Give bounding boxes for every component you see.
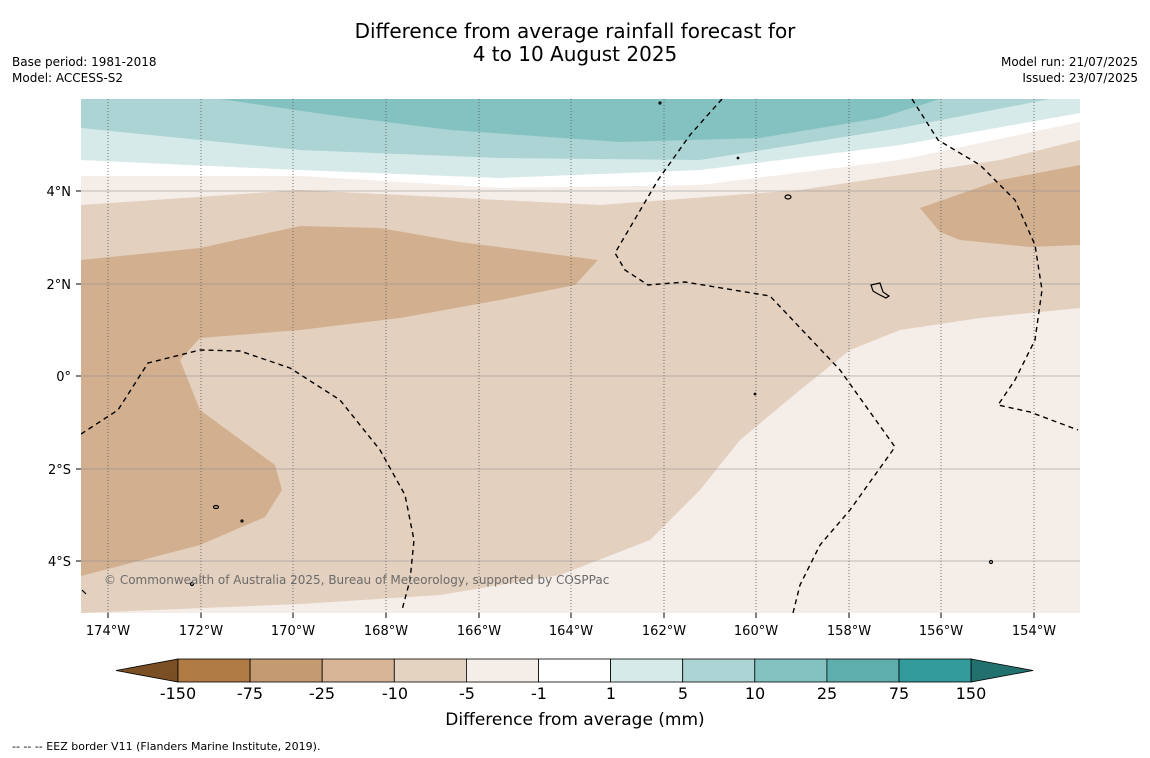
colorbar xyxy=(115,658,1034,683)
base-period-text: Base period: 1981-2018 xyxy=(12,55,157,69)
lat-label: 4°S xyxy=(48,555,71,570)
colorbar-label: -25 xyxy=(308,684,336,703)
lat-label: 4°N xyxy=(47,185,72,200)
colorbar-swatch xyxy=(465,658,539,683)
copyright-text: © Commonwealth of Australia 2025, Bureau… xyxy=(104,573,609,587)
island-icon xyxy=(212,504,220,510)
colorbar-extend-max xyxy=(970,658,1034,683)
map-area: © Commonwealth of Australia 2025, Bureau… xyxy=(81,99,1080,613)
eez-borders xyxy=(81,99,1079,613)
lon-label: 160°W xyxy=(734,624,778,639)
eez-border-east xyxy=(911,99,1079,431)
latitude-labels: 4°N 2°N 0° 2°S 4°S xyxy=(47,185,72,570)
colorbar-label: -1 xyxy=(531,684,547,703)
colorbar-swatch xyxy=(249,658,323,683)
lon-label: 172°W xyxy=(179,624,223,639)
island-icon xyxy=(753,392,757,396)
eez-footnote: -- -- -- EEZ border V11 (Flanders Marine… xyxy=(12,740,321,753)
island-icon xyxy=(81,589,87,595)
colorbar-swatch xyxy=(826,658,900,683)
lon-label: 162°W xyxy=(642,624,686,639)
colorbar-label: -5 xyxy=(459,684,475,703)
colorbar-swatch xyxy=(682,658,756,683)
meta-left: Base period: 1981-2018 Model: ACCESS-S2 xyxy=(12,54,157,86)
colorbar-label: -75 xyxy=(236,684,264,703)
lat-label: 2°S xyxy=(48,463,71,478)
colorbar-swatch xyxy=(610,658,684,683)
anomaly-wet-strong-band xyxy=(220,99,940,142)
lon-label: 158°W xyxy=(827,624,871,639)
colorbar-label: 5 xyxy=(677,684,689,703)
lon-label: 164°W xyxy=(549,624,593,639)
island-icon xyxy=(240,519,244,523)
colorbar-swatch xyxy=(393,658,467,683)
island-icon xyxy=(736,156,740,160)
colorbar-label: 1 xyxy=(605,684,617,703)
colorbar-label: 25 xyxy=(816,684,838,703)
colorbar-label: 75 xyxy=(888,684,910,703)
island-icon xyxy=(988,559,994,565)
title-line-1: Difference from average rainfall forecas… xyxy=(354,19,796,43)
colorbar-swatch xyxy=(321,658,395,683)
islands xyxy=(81,101,994,595)
longitude-labels: 174°W 172°W 170°W 168°W 166°W 164°W 162°… xyxy=(86,624,1056,639)
lon-label: 166°W xyxy=(457,624,501,639)
colorbar-swatch xyxy=(538,658,611,683)
lon-label: 154°W xyxy=(1012,624,1056,639)
colorbar-swatch xyxy=(177,658,251,683)
title-line-2: 4 to 10 August 2025 xyxy=(472,42,678,66)
island-icon xyxy=(870,282,891,299)
island-icon xyxy=(189,581,195,587)
eez-border-central xyxy=(614,99,896,613)
issued-text: Issued: 23/07/2025 xyxy=(1022,71,1138,85)
colorbar-swatch xyxy=(898,658,972,683)
eez-border-west xyxy=(81,349,415,611)
lon-label: 168°W xyxy=(364,624,408,639)
anomaly-neutral-band xyxy=(81,113,1080,188)
lat-label: 0° xyxy=(56,370,71,385)
colorbar-label: 10 xyxy=(744,684,766,703)
axis-ticks xyxy=(76,190,1035,618)
colorbar-label: 150 xyxy=(955,684,987,703)
model-text: Model: ACCESS-S2 xyxy=(12,71,124,85)
colorbar-extend-min xyxy=(115,658,179,683)
model-run-text: Model run: 21/07/2025 xyxy=(1000,55,1138,69)
colorbar-swatch xyxy=(754,658,828,683)
anomaly-dry-strong-region-right xyxy=(920,165,1080,247)
anomaly-dry-strong-region-left xyxy=(81,226,598,576)
lat-label: 2°N xyxy=(47,278,72,293)
colorbar-label: -150 xyxy=(159,684,197,703)
lon-label: 156°W xyxy=(919,624,963,639)
colorbar-label: -10 xyxy=(381,684,409,703)
colorbar-title: Difference from average (mm) xyxy=(445,710,705,730)
island-icon xyxy=(658,101,662,105)
island-icon xyxy=(784,194,792,200)
lon-label: 174°W xyxy=(86,624,130,639)
latitude-gridlines xyxy=(81,190,1080,562)
meta-right: Model run: 21/07/2025 Issued: 23/07/2025 xyxy=(1001,54,1138,86)
lon-label: 170°W xyxy=(271,624,315,639)
